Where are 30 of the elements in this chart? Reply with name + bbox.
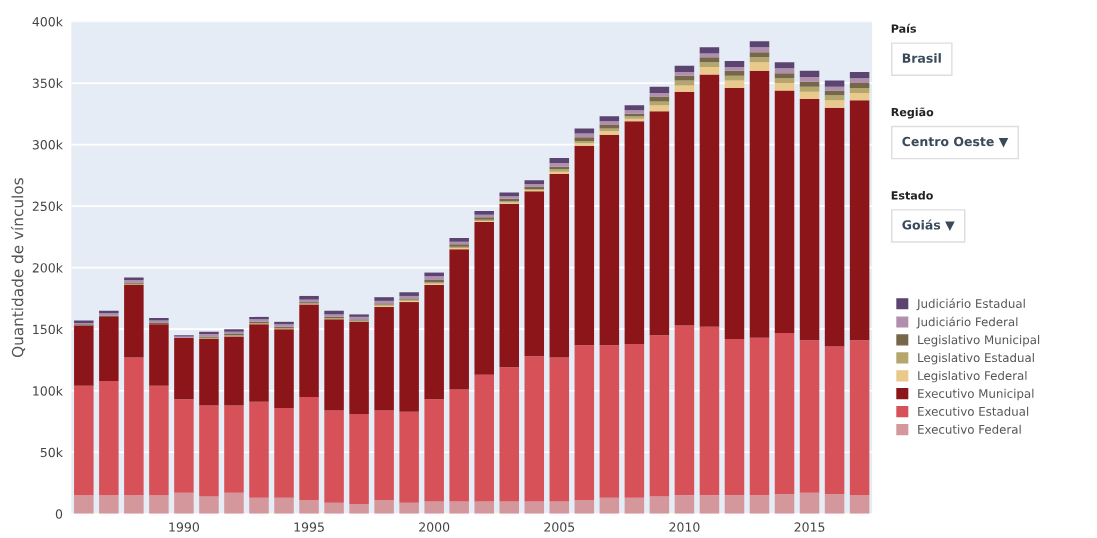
x-tick-label: 2000 [419,522,450,532]
legend-label: Judiciário Estadual [916,298,1025,311]
y-axis-title: Quantidade de vínculos [10,178,26,358]
y-tick-label: 300k [32,139,63,150]
y-tick-label: 350k [32,78,63,88]
y-tick-label: 250k [32,201,63,212]
text: Brasil [902,53,941,63]
legend-label: Legislativo Estadual [918,352,1034,365]
text: Região [891,107,934,119]
legend-label: Executivo Estadual [918,406,1029,416]
text: País [891,23,917,33]
x-tick-label: 2010 [669,522,700,532]
y-tick-label: 50k [40,447,63,458]
y-tick-label: 100k [33,385,63,396]
x-tick-label: 2005 [544,522,575,532]
legend-label: Judiciário Federal [916,316,1018,329]
x-tick-label: 1995 [294,522,324,532]
legend-label: Executivo Municipal [918,388,1034,401]
y-tick-label: 150k [33,324,63,335]
text: Centro Oeste ▼ [902,136,1009,148]
y-tick-label: 400k [32,16,63,27]
legend-label: Legislativo Municipal [918,335,1040,347]
legend-label: Legislativo Federal [918,370,1027,383]
text: Estado [891,190,933,200]
y-tick-label: 0 [55,509,63,519]
x-tick-label: 2015 [794,522,825,532]
x-tick-label: 1990 [169,522,199,532]
legend-label: Executivo Federal [918,424,1021,434]
text: Goiás ▼ [902,219,955,231]
y-tick-label: 200k [32,262,63,273]
